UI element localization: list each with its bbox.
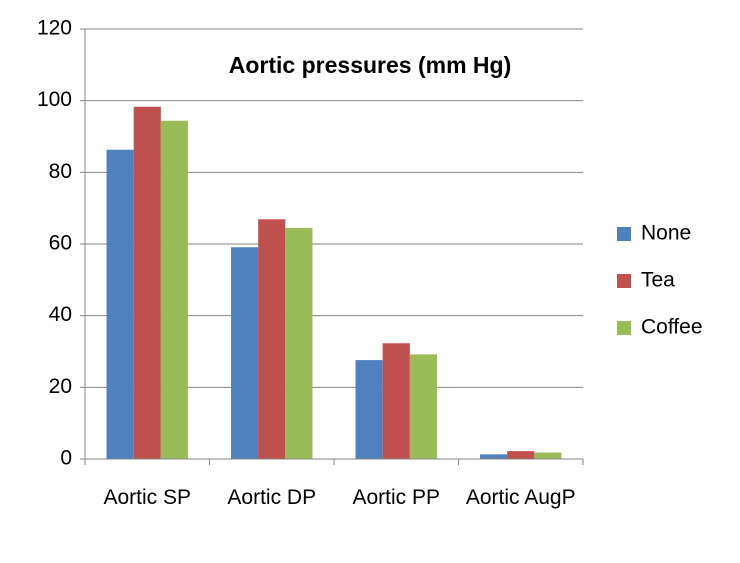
x-tick-label: Aortic PP (352, 486, 441, 509)
bar (507, 451, 535, 459)
x-tick-label: Aortic SP (103, 486, 192, 509)
bar (534, 452, 562, 459)
bar (285, 227, 313, 459)
bar (382, 343, 410, 459)
y-tick-label: 80 (49, 160, 72, 183)
y-tick-label: 120 (37, 17, 72, 40)
bar (258, 219, 286, 459)
y-tick-label: 40 (49, 303, 72, 326)
x-tick-label: Aortic DP (227, 486, 317, 509)
y-tick-label: 100 (37, 88, 72, 111)
legend-label: None (641, 222, 691, 245)
y-tick-label: 60 (49, 232, 72, 255)
bar (355, 360, 383, 459)
chart-title: Aortic pressures (mm Hg) (229, 52, 511, 78)
legend-swatch (617, 321, 631, 335)
legend-swatch (617, 227, 631, 241)
y-tick-label: 0 (60, 447, 72, 470)
bar (106, 149, 134, 459)
bar (480, 454, 508, 459)
bar (409, 354, 437, 459)
bar (133, 106, 161, 459)
bar (160, 120, 188, 459)
y-tick-label: 20 (49, 375, 72, 398)
legend-swatch (617, 274, 631, 288)
x-tick-label: Aortic AugP (465, 486, 576, 509)
legend-label: Coffee (641, 316, 703, 339)
bar (231, 247, 259, 459)
legend-label: Tea (641, 269, 675, 292)
